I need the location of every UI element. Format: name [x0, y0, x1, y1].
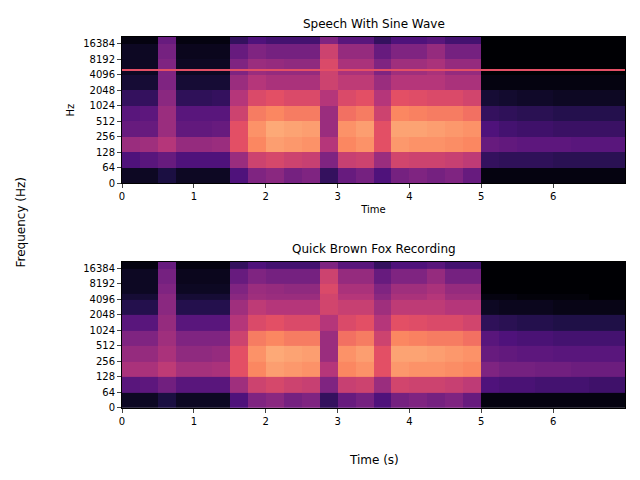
svg-text:4096: 4096	[90, 294, 115, 305]
svg-text:1: 1	[191, 191, 197, 202]
svg-text:4096: 4096	[90, 69, 115, 80]
svg-text:512: 512	[96, 116, 115, 127]
svg-text:128: 128	[96, 147, 115, 158]
svg-text:Frequency (Hz): Frequency (Hz)	[14, 177, 28, 268]
svg-text:256: 256	[96, 131, 115, 142]
svg-text:5: 5	[478, 191, 484, 202]
svg-text:Hz: Hz	[65, 104, 76, 117]
svg-text:4: 4	[406, 416, 412, 427]
svg-text:16384: 16384	[83, 38, 115, 49]
svg-text:2048: 2048	[90, 85, 115, 96]
svg-text:128: 128	[96, 371, 115, 382]
svg-text:2: 2	[263, 416, 269, 427]
svg-text:Speech With Sine Wave: Speech With Sine Wave	[303, 17, 445, 31]
svg-text:8192: 8192	[90, 54, 115, 65]
svg-text:Quick Brown Fox Recording: Quick Brown Fox Recording	[292, 242, 456, 256]
svg-text:5: 5	[478, 416, 484, 427]
svg-text:0: 0	[109, 402, 115, 413]
svg-text:Time: Time	[360, 204, 385, 215]
svg-text:6: 6	[550, 416, 556, 427]
svg-text:64: 64	[102, 162, 115, 173]
svg-text:4: 4	[406, 191, 412, 202]
svg-text:8192: 8192	[90, 278, 115, 289]
svg-text:0: 0	[119, 416, 125, 427]
svg-text:2048: 2048	[90, 309, 115, 320]
svg-text:3: 3	[334, 191, 340, 202]
svg-text:16384: 16384	[83, 263, 115, 274]
svg-text:1024: 1024	[90, 100, 115, 111]
svg-text:2: 2	[263, 191, 269, 202]
svg-text:6: 6	[550, 191, 556, 202]
svg-text:512: 512	[96, 340, 115, 351]
svg-text:Time (s): Time (s)	[349, 453, 399, 467]
svg-text:1024: 1024	[90, 325, 115, 336]
svg-text:0: 0	[109, 178, 115, 189]
svg-text:0: 0	[119, 191, 125, 202]
svg-text:256: 256	[96, 356, 115, 367]
svg-text:64: 64	[102, 387, 115, 398]
svg-text:1: 1	[191, 416, 197, 427]
svg-text:3: 3	[334, 416, 340, 427]
